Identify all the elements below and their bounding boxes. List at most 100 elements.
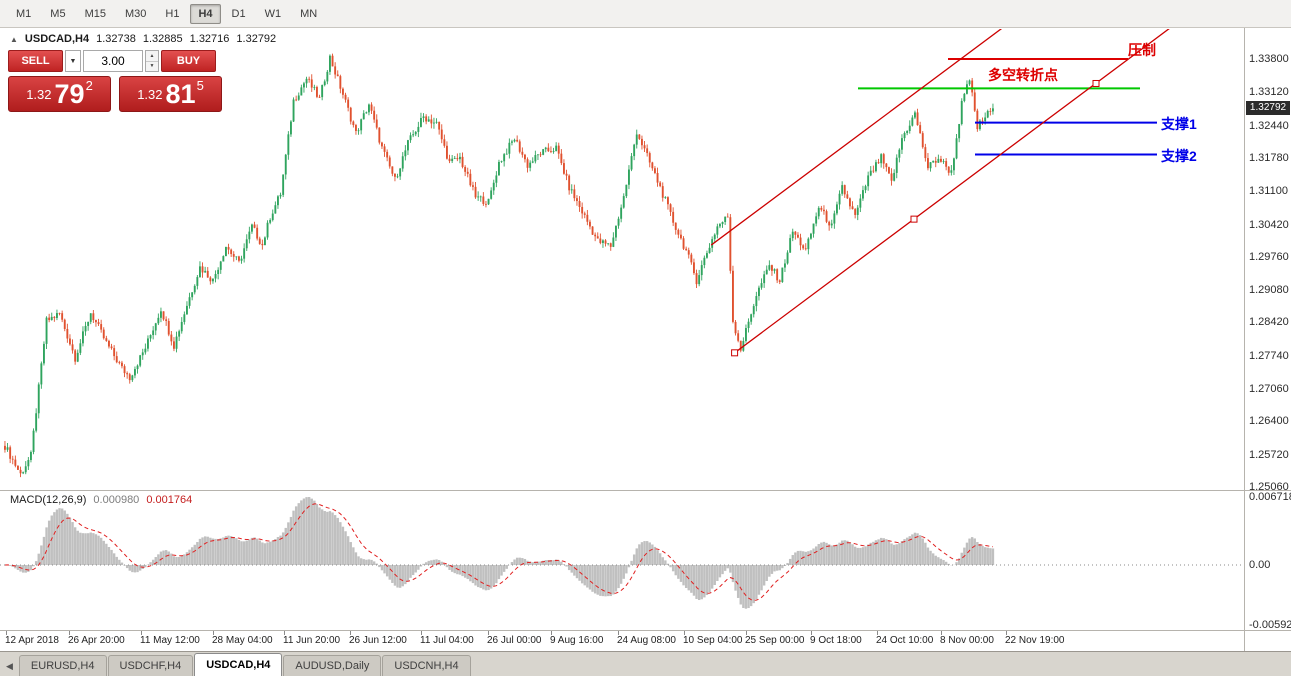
date-tick bbox=[746, 631, 747, 635]
date-axis-label: 12 Apr 2018 bbox=[5, 635, 59, 646]
timeframe-button-m1[interactable]: M1 bbox=[16, 7, 32, 20]
date-tick bbox=[213, 631, 214, 635]
date-axis-label: 22 Nov 19:00 bbox=[1005, 635, 1065, 646]
ohlc-high: 1.32885 bbox=[142, 33, 183, 45]
macd-signal-line bbox=[4, 503, 994, 601]
macd-histogram bbox=[6, 497, 995, 609]
chart-tab-bar: ◀ EURUSD,H4 USDCHF,H4 USDCAD,H4 AUDUSD,Dail… bbox=[0, 651, 1291, 676]
date-tick bbox=[877, 631, 878, 635]
candlestick-series bbox=[4, 53, 994, 478]
trendline-handle[interactable] bbox=[1092, 79, 1100, 87]
macd-signal-value: 0.001764 bbox=[146, 494, 193, 506]
date-axis-label: 26 Apr 20:00 bbox=[68, 635, 125, 646]
sell-price-button[interactable]: 1.32 79 2 bbox=[8, 76, 111, 112]
trendline-handle[interactable] bbox=[731, 349, 739, 357]
date-axis-label: 8 Nov 00:00 bbox=[940, 635, 994, 646]
buy-button[interactable]: BUY bbox=[161, 50, 216, 72]
timeframe-button-m30[interactable]: M30 bbox=[124, 7, 147, 20]
date-axis-label: 25 Sep 00:00 bbox=[745, 635, 805, 646]
date-axis-label: 24 Aug 08:00 bbox=[617, 635, 676, 646]
macd-axis[interactable]: 0.006718 0.00 -0.005925 bbox=[1245, 0, 1291, 676]
date-axis-label: 26 Jun 12:00 bbox=[349, 635, 407, 646]
timeframe-toolbar: M1 M5 M15 M30 H1 H4 D1 W1 MN bbox=[0, 0, 1291, 28]
ohlc-close: 1.32792 bbox=[236, 33, 277, 45]
volume-up-icon[interactable]: ▲ bbox=[146, 51, 158, 62]
pane-divider-main-macd[interactable] bbox=[0, 490, 1291, 491]
price-axis-label: 1.33800 bbox=[1249, 53, 1289, 65]
date-axis[interactable]: 12 Apr 2018 26 Apr 20:00 11 May 12:00 28 Ma… bbox=[0, 631, 1244, 650]
date-tick bbox=[684, 631, 685, 635]
ohlc-low: 1.32716 bbox=[189, 33, 230, 45]
timeframe-button-w1[interactable]: W1 bbox=[264, 7, 282, 20]
pivot-label: 多空转折点 bbox=[988, 67, 1058, 83]
date-tick bbox=[284, 631, 285, 635]
macd-name: MACD(12,26,9) bbox=[10, 494, 87, 506]
date-axis-label: 9 Aug 16:00 bbox=[550, 635, 604, 646]
axis-divider bbox=[1244, 28, 1245, 651]
price-axis-label: 1.29760 bbox=[1249, 250, 1289, 263]
date-axis-label: 28 May 04:00 bbox=[212, 635, 273, 646]
macd-indicator-label: MACD(12,26,9) 0.000980 0.001764 bbox=[10, 494, 192, 506]
trendline-handle[interactable] bbox=[910, 215, 918, 223]
one-click-trade-panel: SELL ▼ ▲ ▼ BUY 1.32 79 2 1.32 81 5 bbox=[8, 50, 222, 112]
volume-input[interactable] bbox=[83, 50, 143, 72]
timeframe-button-m5[interactable]: M5 bbox=[50, 7, 66, 20]
volume-down-icon[interactable]: ▼ bbox=[149, 63, 155, 70]
price-axis-label: 1.25720 bbox=[1249, 448, 1289, 461]
chart-tab-eurusd-h4[interactable]: EURUSD,H4 bbox=[18, 655, 107, 676]
one-click-panel-toggle-icon[interactable]: ▲ bbox=[10, 34, 18, 44]
date-axis-label: 11 Jun 20:00 bbox=[283, 635, 341, 646]
date-tick bbox=[141, 631, 142, 635]
date-tick bbox=[350, 631, 351, 635]
price-axis[interactable]: 1.32792 1.33800 1.33120 1.32440 1.31780 1.31… bbox=[1245, 28, 1291, 631]
macd-axis-label: 0.006718 bbox=[1249, 491, 1291, 503]
current-price-tag: 1.32792 bbox=[1246, 101, 1290, 116]
date-axis-label: 10 Sep 04:00 bbox=[683, 635, 743, 646]
buy-price-point: 5 bbox=[196, 77, 204, 93]
macd-axis-label: -0.005925 bbox=[1249, 619, 1291, 631]
chart-tab-usdchf-h4[interactable]: USDCHF,H4 bbox=[107, 655, 194, 676]
tab-scroll-left-icon[interactable]: ◀ bbox=[6, 661, 13, 671]
price-axis-label: 1.27740 bbox=[1249, 349, 1289, 362]
buy-price-pips: 81 bbox=[165, 78, 196, 109]
timeframe-button-h1[interactable]: H1 bbox=[165, 7, 180, 20]
timeframe-button-m15[interactable]: M15 bbox=[84, 7, 106, 20]
pane-divider-macd-dates bbox=[0, 630, 1291, 631]
chart-tab-usdcad-h4[interactable]: USDCAD,H4 bbox=[194, 653, 283, 676]
date-axis-label: 24 Oct 10:00 bbox=[876, 635, 934, 646]
price-axis-label: 1.28420 bbox=[1249, 316, 1289, 329]
timeframe-button-d1[interactable]: D1 bbox=[231, 7, 246, 20]
date-tick bbox=[488, 631, 489, 635]
ohlc-header: ▲ USDCAD,H4 1.32738 1.32885 1.32716 1.32… bbox=[10, 33, 276, 45]
volume-stepper[interactable]: ▲ ▼ bbox=[145, 50, 159, 72]
timeframe-button-mn[interactable]: MN bbox=[300, 7, 318, 20]
support1-label: 支撑1 bbox=[1160, 116, 1197, 132]
channel-line-1[interactable] bbox=[710, 7, 1031, 246]
date-axis-label: 11 May 12:00 bbox=[140, 635, 200, 646]
date-tick bbox=[421, 631, 422, 635]
sell-price-prefix: 1.32 bbox=[26, 86, 52, 102]
volume-dropdown-icon[interactable]: ▼ bbox=[65, 50, 81, 72]
price-axis-label: 1.33120 bbox=[1249, 86, 1289, 99]
date-tick bbox=[811, 631, 812, 635]
sell-price-pips: 79 bbox=[54, 78, 85, 109]
date-tick bbox=[941, 631, 942, 635]
date-tick bbox=[618, 631, 619, 635]
timeframe-button-h4[interactable]: H4 bbox=[190, 3, 221, 24]
resistance-label: 压制 bbox=[1128, 42, 1156, 58]
sell-button[interactable]: SELL bbox=[8, 50, 63, 72]
buy-price-prefix: 1.32 bbox=[137, 86, 163, 102]
date-tick bbox=[1006, 631, 1007, 635]
channel-line-2[interactable] bbox=[734, 6, 1200, 354]
symbol-name: USDCAD,H4 bbox=[24, 33, 90, 45]
price-axis-label: 1.27060 bbox=[1249, 383, 1289, 396]
price-axis-label: 1.29080 bbox=[1249, 284, 1289, 297]
chart-tab-audusd-daily[interactable]: AUDUSD,Daily bbox=[283, 655, 382, 676]
buy-price-button[interactable]: 1.32 81 5 bbox=[119, 76, 222, 112]
sell-price-point: 2 bbox=[85, 77, 93, 93]
price-axis-label: 1.26400 bbox=[1249, 415, 1289, 428]
price-axis-label: 1.25060 bbox=[1249, 480, 1289, 493]
chart-tab-usdcnh-h4[interactable]: USDCNH,H4 bbox=[382, 655, 471, 676]
